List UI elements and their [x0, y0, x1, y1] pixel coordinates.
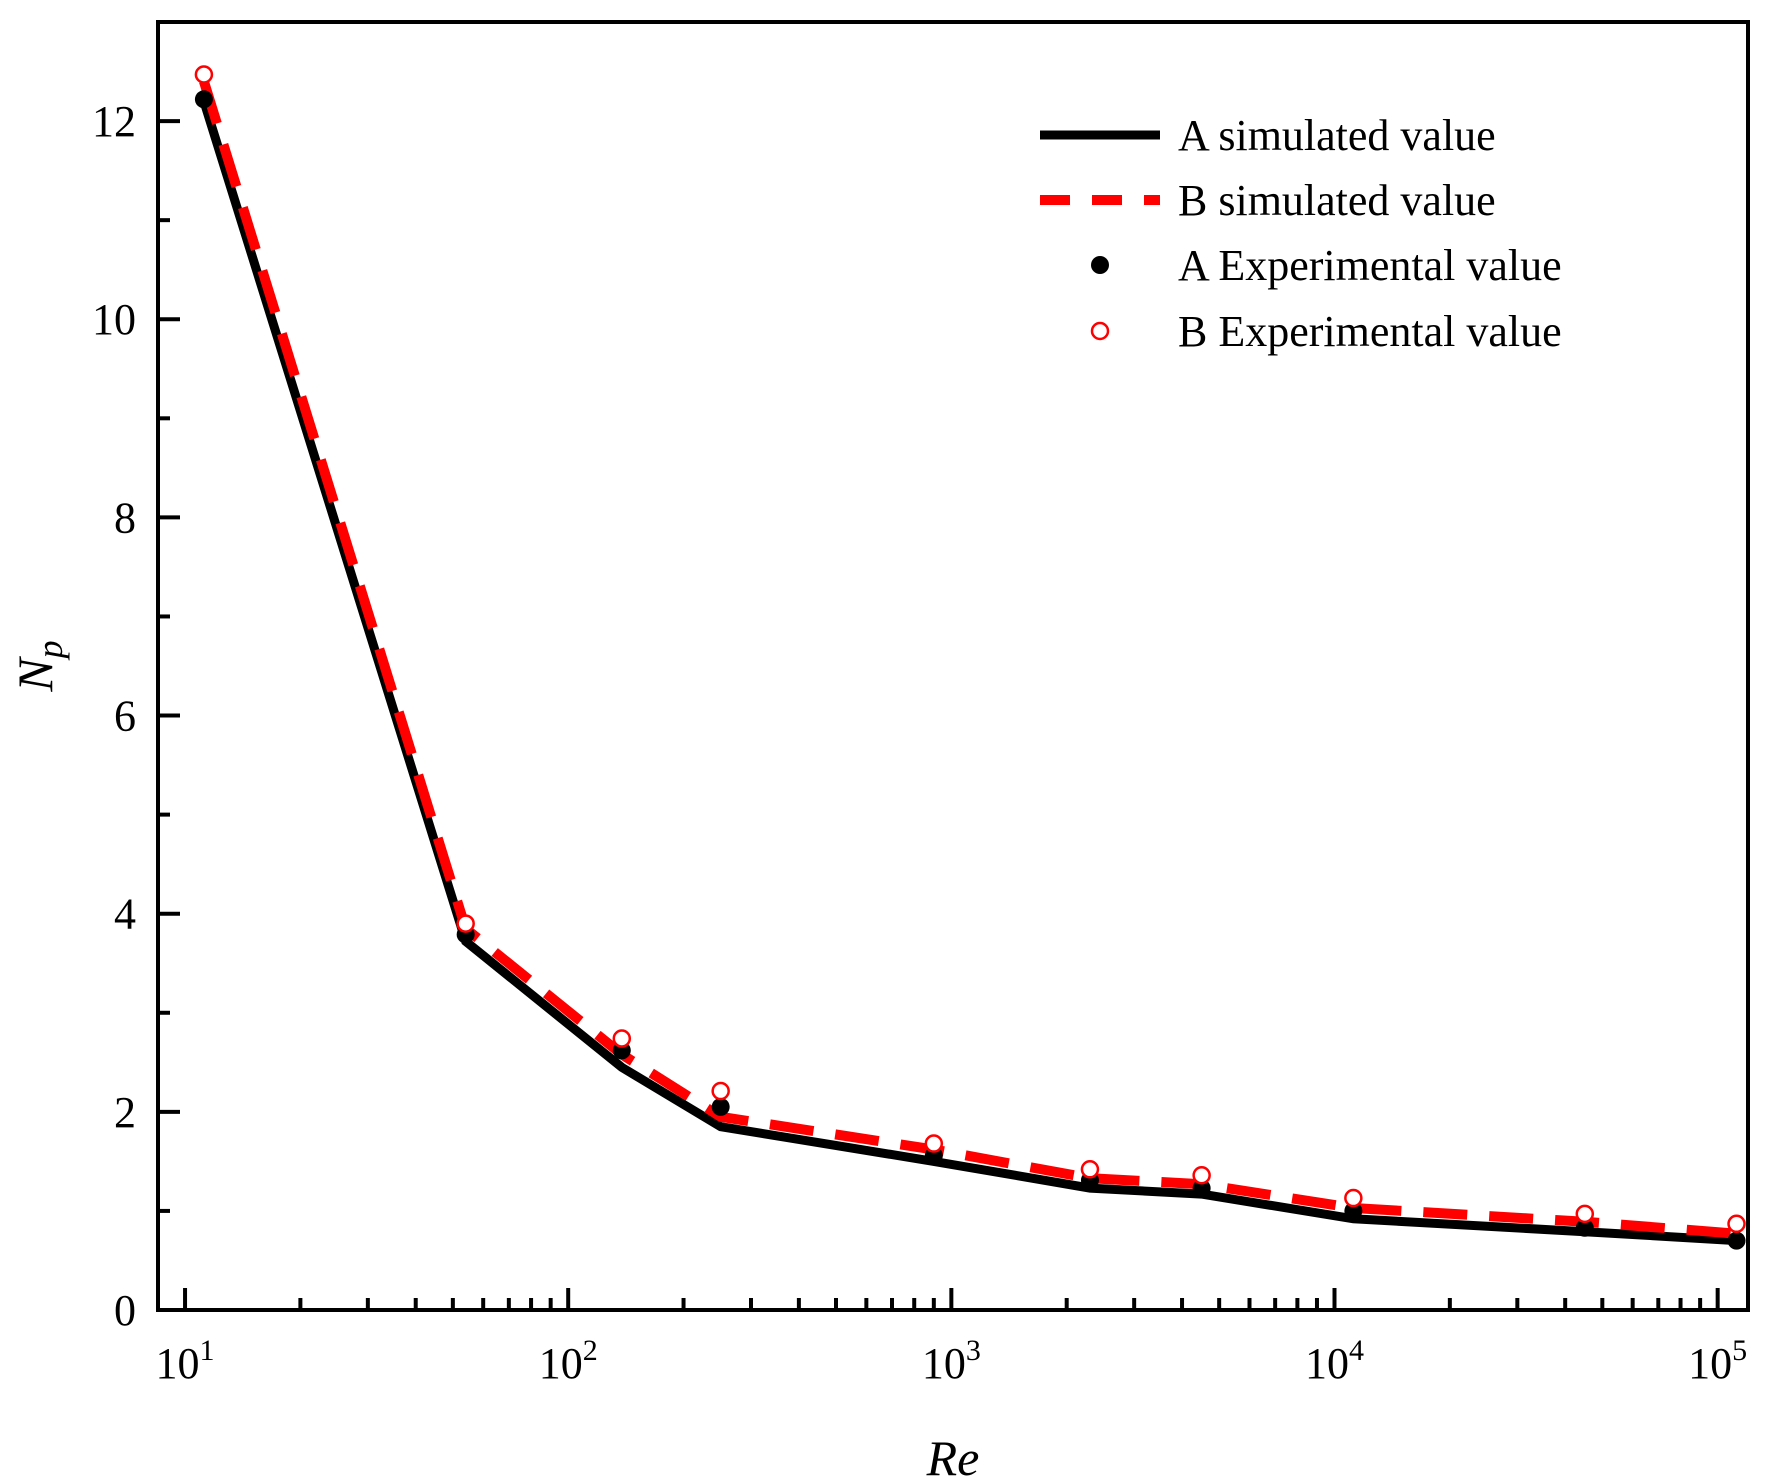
y-tick-label: 6 — [114, 692, 136, 741]
series-b-experimental-point — [194, 65, 214, 84]
x-tick-labels: 101 102 103 104 105 — [156, 1334, 1748, 1388]
series-layer — [194, 65, 1746, 1250]
series-a-experimental-point — [711, 1097, 730, 1116]
x-tick-label: 104 — [1305, 1334, 1364, 1388]
series-a-experimental-point — [1575, 1218, 1594, 1237]
x-tick-label: 101 — [156, 1334, 215, 1388]
series-a-experimental-point — [1727, 1231, 1746, 1250]
series-b-experimental-point — [924, 1134, 944, 1153]
series-b-experimental-point — [1344, 1188, 1363, 1208]
series-b-experimental-point — [1080, 1160, 1100, 1179]
series-b-experimental-point — [612, 1029, 632, 1048]
x-axis-title: Re — [926, 1430, 980, 1483]
y-axis-title-sub: p — [30, 640, 70, 661]
x-tick-label-exponent: 3 — [966, 1334, 981, 1367]
x-tick-label-base: 10 — [1688, 1339, 1732, 1388]
y-tick-label: 10 — [92, 295, 136, 344]
legend-label: B Experimental value — [1178, 307, 1562, 356]
x-tick-label: 105 — [1688, 1334, 1747, 1388]
legend-symbol-open-circle — [1090, 321, 1110, 341]
x-tick-label: 102 — [539, 1334, 598, 1388]
y-tick-label: 8 — [114, 493, 136, 542]
series-a-experimental-point — [1344, 1201, 1363, 1220]
legend: A simulated value B simulated value A Expe… — [1040, 111, 1562, 356]
x-tick-label: 103 — [922, 1334, 981, 1388]
legend-symbol-filled-circle — [1091, 256, 1109, 274]
x-tick-label-base: 10 — [1305, 1339, 1349, 1388]
legend-label: A Experimental value — [1178, 241, 1562, 290]
y-axis-title-main: N — [7, 656, 63, 693]
x-tick-label-exponent: 4 — [1349, 1334, 1364, 1367]
series-a-experimental-point — [194, 90, 213, 109]
y-tick-label: 4 — [114, 890, 136, 939]
x-tick-label-base: 10 — [156, 1339, 200, 1388]
x-tick-label-exponent: 1 — [200, 1334, 215, 1367]
legend-label: A simulated value — [1178, 111, 1496, 160]
series-b-experimental-point — [456, 914, 475, 933]
x-tick-label-base: 10 — [922, 1339, 966, 1388]
series-a-simulated-line — [199, 99, 1737, 1246]
x-tick-label-exponent: 2 — [583, 1334, 598, 1367]
legend-label: B simulated value — [1178, 176, 1496, 225]
y-tick-label: 12 — [92, 97, 136, 146]
y-tick-labels: 0 2 4 6 8 10 12 — [92, 97, 136, 1335]
series-a-experimental-point — [1192, 1179, 1211, 1198]
y-tick-label: 2 — [114, 1088, 136, 1137]
y-axis-title: Np — [7, 640, 70, 692]
series-b-experimental-point — [1192, 1166, 1211, 1185]
series-b-experimental-point — [711, 1081, 730, 1101]
y-tick-label: 0 — [114, 1286, 136, 1335]
series-b-experimental-point — [1727, 1214, 1746, 1234]
series-b-experimental-point — [1575, 1204, 1595, 1224]
x-tick-label-exponent: 5 — [1732, 1334, 1747, 1367]
x-tick-label-base: 10 — [539, 1339, 583, 1388]
plot-frame — [156, 20, 1750, 1312]
